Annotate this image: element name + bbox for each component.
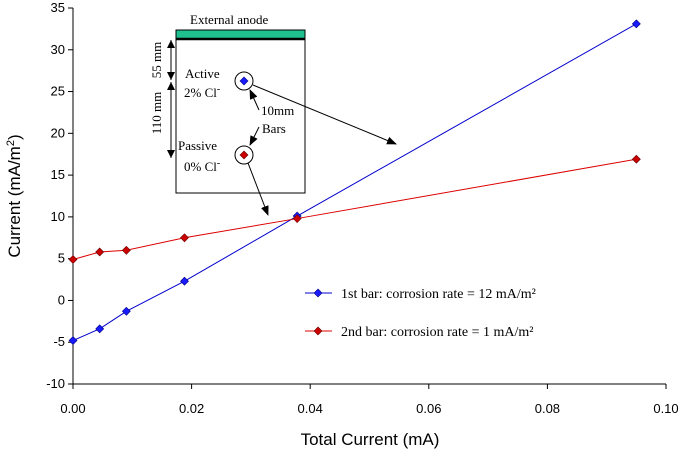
y-tick-label: 15: [51, 167, 65, 182]
series-1-point: [68, 336, 78, 345]
series-2-point: [631, 154, 641, 164]
inset-specimen: [175, 37, 306, 194]
bar-size-label-top: 10mm: [261, 103, 294, 118]
bar-size-label-bottom: Bars: [262, 121, 286, 136]
series-1-point: [121, 306, 131, 316]
legend-marker-1: [313, 288, 323, 298]
x-tick-label: 0.02: [179, 401, 204, 416]
legend-label-1: 1st bar: corrosion rate = 12 mA/m²: [341, 287, 536, 302]
passive-bar-circle: [234, 145, 254, 165]
y-axis-title-close: ): [5, 134, 24, 140]
y-tick-label: 35: [51, 0, 65, 15]
y-tick-label: 25: [51, 84, 65, 99]
active-label: Active: [185, 66, 220, 81]
legend: 1st bar: corrosion rate = 12 mA/m² 2nd ba…: [305, 287, 536, 340]
x-tick-label: 0.06: [416, 401, 441, 416]
y-tick-label: 5: [58, 251, 65, 266]
x-tick-label: 0.00: [60, 401, 85, 416]
y-tick-label: -5: [53, 334, 65, 349]
x-tick-label: 0.10: [653, 401, 678, 416]
active-conc: 2% Cl-: [184, 84, 220, 100]
y-tick-label: 10: [51, 209, 65, 224]
active-conc-sup: -: [217, 84, 220, 95]
series-2-point: [68, 255, 78, 264]
dim-55-arrowhead-bottom: [167, 72, 175, 80]
dim-55-label: 55 mm: [149, 42, 164, 78]
series-1-point: [180, 276, 189, 286]
dim-110-arrowhead-bottom: [167, 150, 175, 158]
active-bar-circle: [234, 71, 254, 91]
x-tick-label: 0.04: [298, 401, 323, 416]
y-axis-title-main: Current (mA/m: [5, 146, 24, 257]
passive-label: Passive: [178, 138, 217, 153]
series-2-point: [180, 233, 189, 243]
series-2-point: [292, 214, 302, 223]
y-axis-title: Current (mA/m2): [5, 134, 24, 257]
passive-conc-sup: -: [217, 158, 220, 169]
series-2-point: [121, 245, 131, 255]
series-1-point: [95, 324, 105, 334]
x-ticks: 0.00 0.02 0.04 0.06 0.08 0.10: [60, 384, 679, 416]
inset-diagram: External anode 55 mm 110 mm Active 2% Cl…: [149, 12, 397, 216]
y-axis-title-sup: 2: [5, 140, 17, 146]
passive-bar-marker: [239, 150, 249, 160]
inset-anode-label: External anode: [190, 12, 269, 27]
passive-to-line-arrow: [247, 162, 269, 216]
x-tick-label: 0.08: [535, 401, 560, 416]
series-1-line: [72, 23, 637, 342]
y-tick-label: 20: [51, 125, 65, 140]
active-bar-marker: [239, 76, 249, 86]
x-axis-title: Total Current (mA): [301, 430, 440, 449]
legend-marker-2: [313, 326, 323, 336]
bar-size-arrow-down: [249, 126, 260, 146]
active-conc-text: 2% Cl: [184, 85, 217, 100]
passive-conc-text: 0% Cl: [184, 159, 217, 174]
series-layer: [68, 19, 641, 345]
dim-110-label: 110 mm: [149, 92, 164, 135]
passive-conc: 0% Cl-: [184, 158, 220, 174]
series-2-point: [95, 247, 105, 257]
y-tick-label: 0: [58, 292, 65, 307]
series-1-point: [631, 19, 641, 29]
legend-label-2: 2nd bar: corrosion rate = 1 mA/m²: [341, 325, 534, 340]
y-tick-label: -10: [46, 376, 65, 391]
y-ticks: -10 -5 0 5 10 15 20 25 30 35: [46, 0, 73, 391]
y-tick-label: 30: [51, 42, 65, 57]
active-to-line-arrow: [252, 84, 397, 145]
inset-anode: [175, 29, 306, 40]
dim-55-arrowhead-top: [167, 40, 175, 48]
bar-size-arrow-up: [249, 89, 260, 111]
dim-110-arrowhead-top: [167, 82, 175, 90]
series-2-line: [72, 158, 637, 260]
